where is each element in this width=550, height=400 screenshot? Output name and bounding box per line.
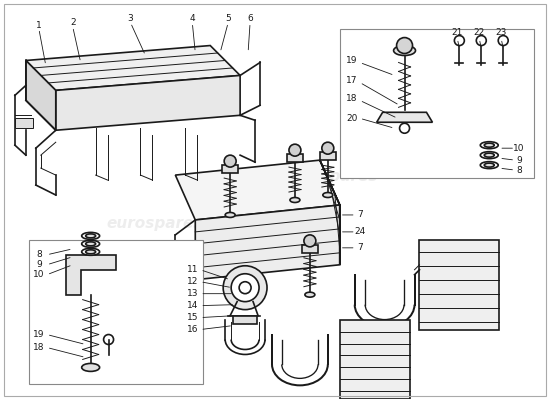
Ellipse shape <box>484 163 494 167</box>
Polygon shape <box>175 160 340 220</box>
Circle shape <box>231 274 259 302</box>
Text: 22: 22 <box>474 28 485 37</box>
Circle shape <box>289 144 301 156</box>
Circle shape <box>224 155 236 167</box>
Polygon shape <box>195 205 340 280</box>
Ellipse shape <box>290 198 300 202</box>
Text: 7: 7 <box>357 243 362 252</box>
Text: 18: 18 <box>33 343 45 352</box>
Ellipse shape <box>81 364 100 372</box>
Bar <box>15 118 33 128</box>
Text: 11: 11 <box>186 265 198 274</box>
Polygon shape <box>377 112 432 122</box>
Ellipse shape <box>480 162 498 169</box>
Text: 3: 3 <box>128 14 134 23</box>
Text: 24: 24 <box>354 227 365 236</box>
Bar <box>340 28 534 178</box>
Text: 1: 1 <box>36 21 42 30</box>
Text: 9: 9 <box>36 260 42 269</box>
Text: 2: 2 <box>70 18 75 27</box>
Text: 17: 17 <box>346 76 358 85</box>
Bar <box>287 154 303 162</box>
Text: 13: 13 <box>186 289 198 298</box>
Ellipse shape <box>86 234 96 238</box>
Text: 21: 21 <box>452 28 463 37</box>
Circle shape <box>397 38 412 54</box>
Ellipse shape <box>86 250 96 254</box>
Polygon shape <box>26 60 56 130</box>
Text: 18: 18 <box>346 94 358 103</box>
Text: 10: 10 <box>513 144 525 153</box>
Text: eurospares: eurospares <box>60 114 139 127</box>
Ellipse shape <box>305 292 315 297</box>
Circle shape <box>498 36 508 46</box>
Polygon shape <box>175 242 195 260</box>
Text: 14: 14 <box>186 301 198 310</box>
Polygon shape <box>66 255 116 295</box>
Polygon shape <box>320 160 340 265</box>
Text: 9: 9 <box>516 156 522 165</box>
Text: 15: 15 <box>186 313 198 322</box>
Ellipse shape <box>480 142 498 149</box>
Ellipse shape <box>81 248 100 255</box>
Text: 19: 19 <box>346 56 358 65</box>
Polygon shape <box>26 46 240 90</box>
Circle shape <box>476 36 486 46</box>
Text: 19: 19 <box>33 330 45 339</box>
Ellipse shape <box>484 143 494 147</box>
Text: 4: 4 <box>190 14 195 23</box>
Bar <box>29 240 204 384</box>
Text: 7: 7 <box>357 210 362 220</box>
Text: 8: 8 <box>516 166 522 175</box>
Circle shape <box>454 36 464 46</box>
Text: 6: 6 <box>247 14 253 23</box>
Polygon shape <box>56 76 240 130</box>
Text: 23: 23 <box>496 28 507 37</box>
Ellipse shape <box>480 152 498 159</box>
Circle shape <box>223 266 267 310</box>
Bar <box>222 165 238 173</box>
Bar <box>420 240 499 330</box>
Bar <box>233 316 257 324</box>
Text: 10: 10 <box>33 270 45 279</box>
Text: 5: 5 <box>226 14 231 23</box>
Ellipse shape <box>323 192 333 198</box>
Ellipse shape <box>86 242 96 246</box>
Text: 12: 12 <box>186 277 198 286</box>
Circle shape <box>399 123 410 133</box>
Text: 16: 16 <box>186 325 198 334</box>
Circle shape <box>304 235 316 247</box>
Ellipse shape <box>394 46 415 56</box>
Circle shape <box>322 142 334 154</box>
Ellipse shape <box>81 240 100 247</box>
Ellipse shape <box>484 153 494 157</box>
Text: 20: 20 <box>346 114 358 123</box>
Bar <box>302 245 318 253</box>
Bar <box>340 320 410 399</box>
Bar <box>320 152 336 160</box>
Ellipse shape <box>81 232 100 239</box>
Text: 8: 8 <box>36 250 42 259</box>
Ellipse shape <box>225 212 235 218</box>
Text: eurospares: eurospares <box>106 216 202 232</box>
Circle shape <box>103 334 113 344</box>
Text: eurospares: eurospares <box>282 168 378 184</box>
